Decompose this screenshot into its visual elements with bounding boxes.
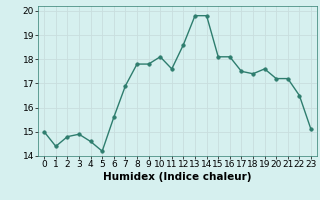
X-axis label: Humidex (Indice chaleur): Humidex (Indice chaleur) bbox=[103, 172, 252, 182]
